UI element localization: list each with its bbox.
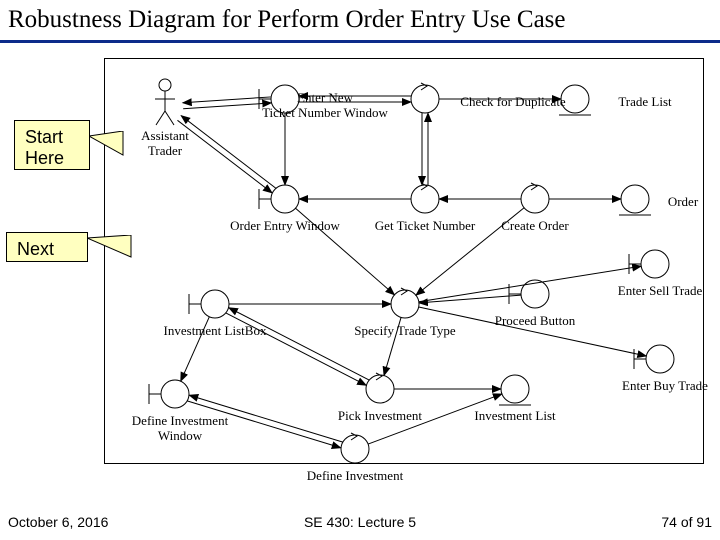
label-investmentListBox: Investment ListBox [155, 324, 275, 339]
label-orderEntryWin: Order Entry Window [225, 219, 345, 234]
label-pickInvestment: Pick Investment [320, 409, 440, 424]
callout-start-here: StartHere [14, 120, 90, 170]
node-investmentList [499, 375, 531, 405]
callout-next-text: Next [17, 239, 54, 259]
callout-start-pointer [89, 131, 129, 161]
node-createOrder [521, 183, 549, 213]
label-defineInvestment: Define Investment [295, 469, 415, 484]
node-pickInvestment [366, 373, 394, 403]
callout-next: Next [6, 232, 88, 262]
label-order: Order [653, 195, 713, 210]
label-enterBuyTrade: Enter Buy Trade [605, 379, 720, 394]
label-enterSellTrade: Enter Sell Trade [600, 284, 720, 299]
callout-start-text: StartHere [25, 127, 64, 168]
label-checkDuplicate: Check for Duplicate [443, 95, 583, 110]
node-investmentListBox [189, 290, 229, 318]
label-proceedButton: Proceed Button [475, 314, 595, 329]
node-checkDuplicate [411, 83, 439, 113]
title-underline [0, 40, 720, 43]
label-enterNewTicket: Enter NewTicket Number Window [250, 91, 400, 121]
robustness-diagram: AssistantTraderEnter NewTicket Number Wi… [104, 58, 704, 464]
diagram-svg [105, 59, 705, 465]
label-getTicketNumber: Get Ticket Number [365, 219, 485, 234]
label-specifyTradeType: Specify Trade Type [345, 324, 465, 339]
node-enterBuyTrade [634, 345, 674, 373]
node-defineInvWindow [149, 380, 189, 408]
node-getTicketNumber [411, 183, 439, 213]
footer-page: 74 of 91 [661, 514, 712, 530]
node-actor [155, 79, 175, 125]
node-orderEntryWin [259, 185, 299, 213]
label-tradeList: Trade List [595, 95, 695, 110]
label-investmentList: Investment List [455, 409, 575, 424]
slide-title: Robustness Diagram for Perform Order Ent… [8, 6, 566, 34]
label-defineInvWindow: Define InvestmentWindow [115, 414, 245, 444]
node-specifyTradeType [391, 288, 419, 318]
footer-lecture: SE 430: Lecture 5 [0, 514, 720, 530]
callout-next-pointer [87, 235, 137, 265]
node-defineInvestment [341, 433, 369, 463]
node-enterSellTrade [629, 250, 669, 278]
node-order [619, 185, 651, 215]
label-createOrder: Create Order [475, 219, 595, 234]
